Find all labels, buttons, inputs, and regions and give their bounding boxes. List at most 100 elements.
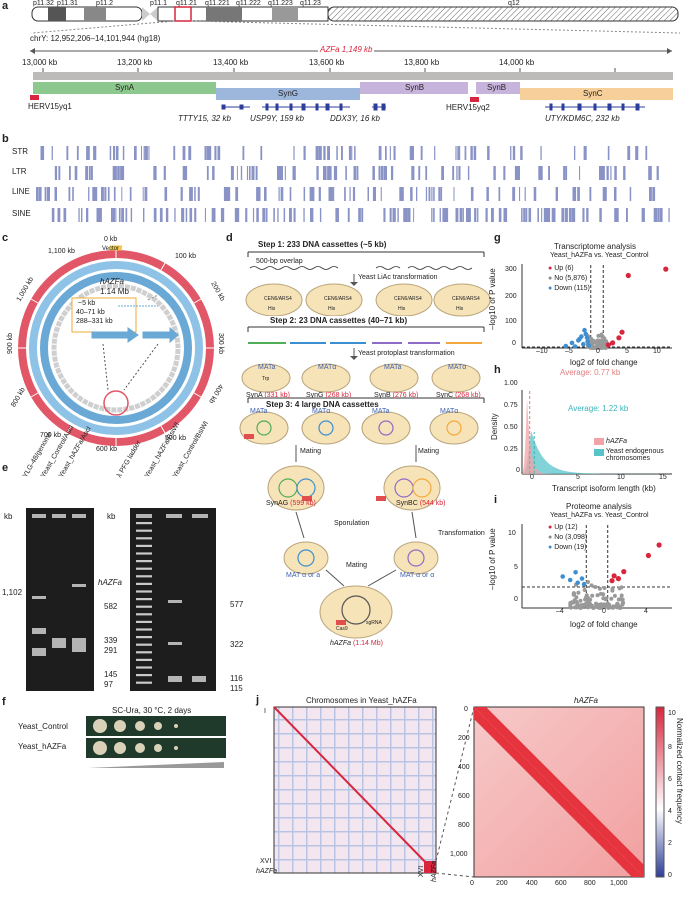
repeat-mark bbox=[143, 146, 145, 160]
ladder-mark: 97 bbox=[104, 680, 113, 689]
point-no bbox=[611, 605, 616, 610]
point-no bbox=[614, 603, 619, 608]
repeat-mark bbox=[470, 187, 474, 201]
repeat-mark bbox=[403, 208, 406, 222]
repeat-mark bbox=[391, 166, 394, 180]
panel-label-a: a bbox=[2, 0, 9, 12]
mat-label: MATa bbox=[258, 364, 276, 371]
y-tick: 100 bbox=[505, 318, 517, 325]
point-no bbox=[621, 600, 626, 605]
x-tick: 5 bbox=[576, 474, 580, 481]
repeat-mark bbox=[412, 146, 414, 160]
circle-tick: 600 kb bbox=[96, 446, 118, 453]
repeat-mark bbox=[351, 146, 353, 160]
circle-tick: 1,100 kb bbox=[48, 248, 75, 255]
band-label: p11.1 bbox=[150, 0, 167, 7]
repeat-mark bbox=[520, 146, 523, 160]
chart-title: Proteome analysis bbox=[566, 502, 632, 511]
repeat-mark bbox=[473, 146, 477, 160]
point-no bbox=[602, 586, 607, 590]
repeat-mark bbox=[378, 146, 382, 160]
transformation-label: Transformation bbox=[438, 530, 485, 537]
repeat-mark bbox=[380, 166, 384, 180]
repeat-mark bbox=[606, 166, 609, 180]
ladder-mark: 291 bbox=[104, 646, 118, 655]
inset-label: 288–331 kb bbox=[76, 318, 113, 325]
repeat-mark bbox=[524, 187, 526, 201]
heatmap-title-left: Chromosomes in Yeast_hAZFa bbox=[306, 696, 417, 705]
repeat-mark bbox=[57, 208, 61, 222]
repeat-mark bbox=[459, 208, 463, 222]
repeat-mark bbox=[117, 166, 120, 180]
point-no bbox=[576, 590, 581, 595]
syn-label: SynC bbox=[583, 89, 603, 98]
band-label: q11.21 bbox=[176, 0, 197, 7]
y-tick: 0.50 bbox=[504, 424, 518, 431]
point-no bbox=[617, 586, 622, 591]
repeat-mark bbox=[517, 166, 520, 180]
repeat-mark bbox=[599, 208, 602, 222]
repeat-mark bbox=[97, 208, 99, 222]
circle-tick: 300 kb bbox=[217, 332, 225, 355]
repeat-mark bbox=[329, 187, 333, 201]
repeat-mark bbox=[491, 208, 494, 222]
repeat-mark bbox=[327, 166, 330, 180]
synbc-label: SynBC (544 kb) bbox=[396, 500, 446, 507]
repeat-mark bbox=[452, 166, 455, 180]
x-tick: 0 bbox=[602, 608, 606, 615]
repeat-mark bbox=[392, 208, 396, 222]
repeat-mark bbox=[626, 208, 628, 222]
repeat-mark bbox=[113, 187, 116, 201]
repeat-mark bbox=[236, 166, 238, 180]
y-tick: 5 bbox=[514, 564, 518, 571]
x-tick: 600 bbox=[555, 880, 567, 887]
herv-label: HERV15yq1 bbox=[28, 102, 72, 111]
repeat-mark bbox=[645, 146, 648, 160]
repeat-mark bbox=[303, 208, 305, 222]
repeat-mark bbox=[474, 208, 476, 222]
panel-label-d: d bbox=[226, 232, 233, 244]
repeat-mark bbox=[118, 208, 121, 222]
repeat-mark bbox=[68, 187, 71, 201]
repeat-mark bbox=[111, 208, 113, 222]
repeat-mark bbox=[411, 166, 415, 180]
band-label: q11.223 bbox=[268, 0, 293, 7]
point-no bbox=[581, 603, 586, 607]
repeat-mark bbox=[251, 166, 255, 180]
repeat-mark bbox=[237, 208, 240, 222]
assembly-workflow bbox=[239, 251, 491, 639]
repeat-mark bbox=[344, 187, 346, 201]
panel-label-h: h bbox=[494, 364, 501, 376]
repeat-mark bbox=[425, 166, 428, 180]
repeat-mark bbox=[413, 208, 415, 222]
repeat-mark bbox=[440, 187, 443, 201]
repeat-mark bbox=[318, 187, 321, 201]
average-label-2: Average: 1.22 kb bbox=[568, 404, 629, 413]
point-no bbox=[596, 604, 601, 609]
repeat-mark bbox=[293, 208, 296, 222]
repeat-mark bbox=[217, 146, 221, 160]
cbar-tick: 4 bbox=[668, 808, 672, 815]
repeat-mark bbox=[204, 146, 206, 160]
cbar-tick: 10 bbox=[668, 710, 676, 717]
point-no bbox=[612, 593, 617, 598]
chrom-label: XVI bbox=[418, 865, 426, 878]
repeat-mark bbox=[214, 208, 216, 222]
x-axis-label: log2 of fold change bbox=[570, 358, 638, 367]
ladder-band bbox=[136, 628, 152, 631]
band-label: p11.2 bbox=[96, 0, 113, 7]
point-no bbox=[595, 593, 600, 598]
repeat-mark bbox=[389, 208, 392, 222]
repeat-mark bbox=[486, 187, 489, 201]
syn-cell-label: SynA (331 kb) bbox=[246, 392, 290, 399]
mating-label: Mating bbox=[300, 448, 322, 455]
repeat-mark bbox=[420, 146, 423, 160]
repeat-mark bbox=[93, 187, 95, 201]
repeat-mark bbox=[354, 146, 356, 160]
y-axis-label: –log10 of P value bbox=[488, 528, 497, 590]
chart-title: Transcriptome analysis bbox=[554, 242, 636, 251]
panel-label-e: e bbox=[2, 462, 9, 474]
repeat-mark bbox=[635, 146, 639, 160]
repeat-mark bbox=[320, 146, 322, 160]
x-tick: 5 bbox=[625, 348, 629, 355]
